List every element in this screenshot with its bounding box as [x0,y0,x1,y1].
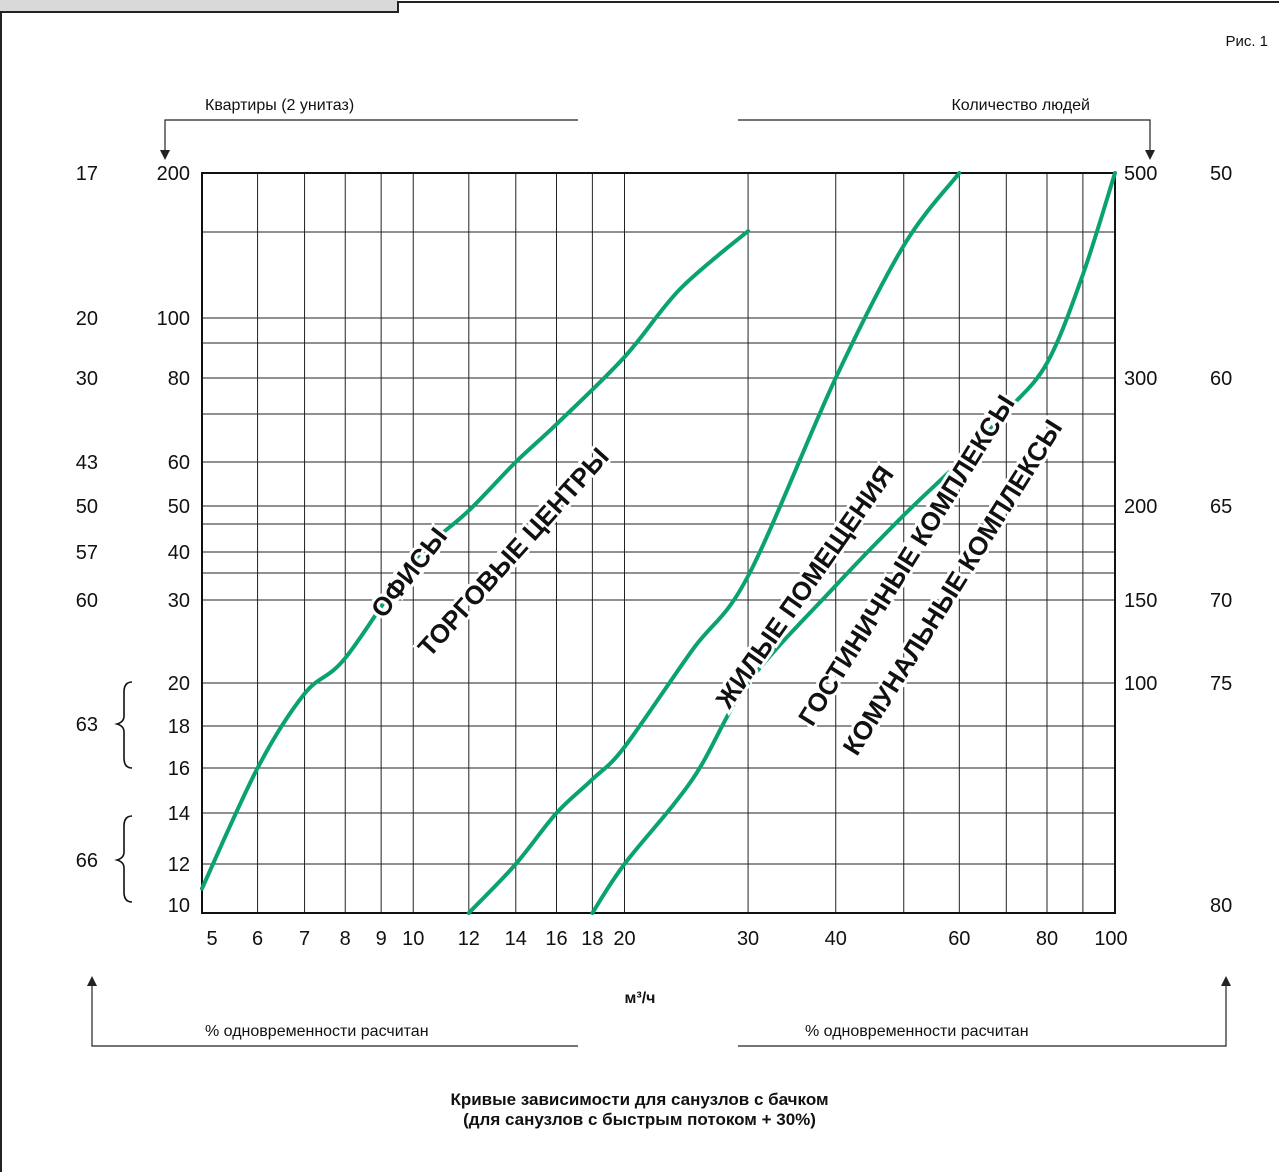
bottom-right-label: % одновременности расчитан [805,1023,1029,1040]
right-header-arrow [738,119,1151,156]
bottom-left-arrow [91,982,578,1047]
left-inner-tick-label: 14 [168,803,190,825]
left-outer-tick-label: 43 [76,452,98,474]
x-tick-label: 10 [402,928,424,950]
left-header-arrowhead [160,150,170,160]
right-inner-tick-label: 500 [1124,163,1157,185]
brace-66 [114,815,133,903]
right-outer-tick-label: 75 [1210,673,1232,695]
left-outer-tick-label: 66 [76,850,98,872]
figure-label: Рис. 1 [1225,33,1268,50]
left-inner-tick-label: 20 [168,673,190,695]
x-tick-label: 18 [581,928,603,950]
x-tick-label: 16 [545,928,567,950]
x-tick-label: 8 [340,928,351,950]
x-tick-label: 6 [252,928,263,950]
x-tick-label: 30 [737,928,759,950]
right-inner-tick-label: 200 [1124,496,1157,518]
page-corner-tab [0,0,398,12]
right-outer-tick-label: 65 [1210,496,1232,518]
x-tick-label: 20 [613,928,635,950]
left-inner-tick-label: 40 [168,542,190,564]
left-inner-tick-label: 60 [168,452,190,474]
caption-line-2: (для санузлов с быстрым потоком + 30%) [463,1110,816,1129]
x-tick-labels: 5 6 7 8 9 10 12 14 16 18 20 30 40 60 80 100 [206,928,1127,950]
bottom-right-arrowhead [1221,976,1231,986]
left-outer-tick-label: 30 [76,368,98,390]
series-line-residential [466,171,962,915]
right-outer-tick-label: 70 [1210,590,1232,612]
caption-line-1: Кривые зависимости для санузлов с бачком [450,1090,829,1109]
chart-grid [202,173,1115,913]
left-inner-tick-label: 18 [168,716,190,738]
left-outer-tick-label: 17 [76,163,98,185]
right-outer-tick-label: 50 [1210,163,1232,185]
bottom-left-arrowhead [87,976,97,986]
right-header-arrowhead [1145,150,1155,160]
right-outer-tick-label: 60 [1210,368,1232,390]
right-inner-tick-label: 150 [1124,590,1157,612]
left-axis-title: Квартиры (2 унитаз) [205,97,354,114]
x-tick-label: 7 [299,928,310,950]
left-inner-tick-label: 100 [157,308,190,330]
x-tick-label: 9 [376,928,387,950]
right-axis-title: Количество людей [951,97,1090,114]
y-tick-labels: 200 100 80 60 50 40 30 20 18 16 14 12 10 17 20 30 43 50 57… [76,163,1233,917]
left-header-arrow [164,119,578,156]
x-axis-label: м³/ч [625,990,656,1007]
x-tick-label: 14 [505,928,527,950]
left-outer-tick-label: 57 [76,542,98,564]
x-tick-label: 60 [948,928,970,950]
left-outer-tick-label: 50 [76,496,98,518]
bottom-left-label: % одновременности расчитан [205,1023,429,1040]
chart-curves [200,171,1117,915]
left-inner-tick-label: 50 [168,496,190,518]
bottom-right-arrow [738,982,1227,1047]
left-inner-tick-label: 200 [157,163,190,185]
brace-63 [114,681,133,769]
left-inner-tick-label: 30 [168,590,190,612]
left-inner-tick-label: 12 [168,854,190,876]
right-inner-tick-label: 300 [1124,368,1157,390]
plot-area-border [201,172,1116,914]
x-tick-label: 40 [825,928,847,950]
series-line-hotels-communal [590,171,1117,915]
series-line-offices [200,229,751,891]
x-tick-label: 12 [458,928,480,950]
left-inner-tick-label: 16 [168,758,190,780]
x-tick-label: 80 [1036,928,1058,950]
left-outer-tick-label: 60 [76,590,98,612]
left-outer-tick-label: 20 [76,308,98,330]
x-tick-label: 5 [206,928,217,950]
left-outer-tick-label: 63 [76,714,98,736]
curve-label-offices: ОФИСЫ [365,522,453,623]
right-outer-tick-label: 80 [1210,895,1232,917]
left-inner-tick-label: 80 [168,368,190,390]
x-tick-label: 100 [1094,928,1127,950]
right-inner-tick-label: 100 [1124,673,1157,695]
left-inner-tick-label: 10 [168,895,190,917]
